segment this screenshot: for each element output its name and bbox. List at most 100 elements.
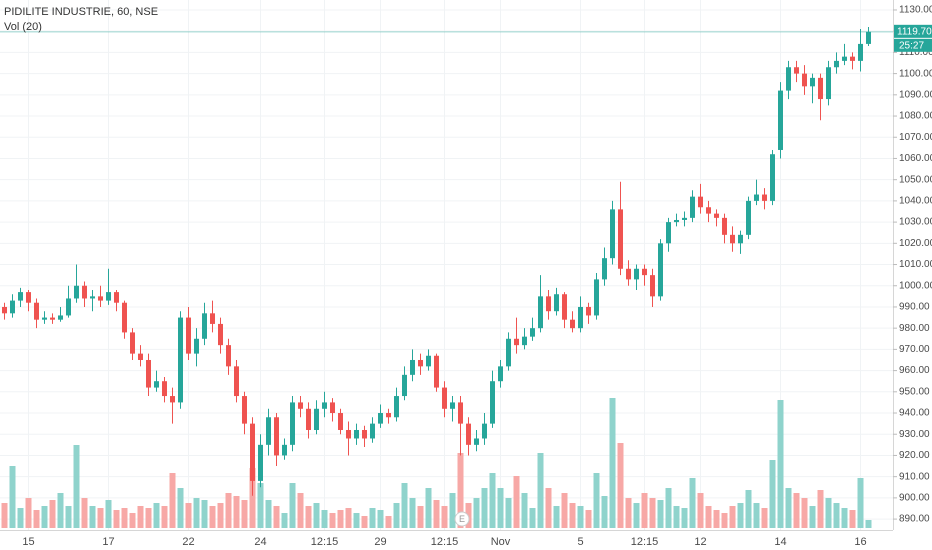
candle-body [794, 67, 799, 74]
volume-bar [377, 510, 384, 528]
volume-bar [145, 508, 152, 528]
y-tick-label: 940.00 [899, 408, 930, 419]
candle-body [594, 279, 599, 316]
candle-body [730, 234, 735, 244]
x-tick-label: 14 [774, 536, 786, 548]
x-tick-label: 16 [854, 536, 866, 548]
candle-body [322, 402, 327, 409]
volume-bar [481, 488, 488, 528]
volume-bar [193, 498, 200, 528]
candle-body [578, 306, 583, 329]
candle-body [202, 313, 207, 339]
volume-bar [329, 513, 336, 528]
candle-body [2, 306, 7, 314]
candle-body [114, 292, 119, 303]
x-tick-label: 15 [22, 536, 34, 548]
volume-bar [737, 503, 744, 528]
last-price-label: 1119.70 [897, 26, 932, 37]
candle-body [626, 268, 631, 280]
y-tick-label: 1060.00 [899, 153, 932, 164]
y-tick-label: 990.00 [899, 302, 930, 313]
volume-bar [433, 500, 440, 528]
candle-body [554, 294, 559, 312]
candle-body [98, 296, 103, 301]
volume-bar [777, 400, 784, 528]
volume-bar [65, 506, 72, 528]
volume-bar [169, 473, 176, 528]
y-tick-label: 900.00 [899, 493, 930, 504]
volume-bar [473, 498, 480, 528]
candle-body [546, 296, 551, 312]
event-marker-circle [454, 511, 470, 527]
y-tick-label: 1130.00 [899, 5, 932, 16]
x-tick-label: 12:15 [631, 536, 659, 548]
y-tick-label: 1030.00 [899, 217, 932, 228]
volume-bar [817, 490, 824, 528]
candle-body [770, 154, 775, 201]
volume-bar [129, 513, 136, 528]
candle-body [826, 67, 831, 100]
volume-bar [425, 488, 432, 528]
volume-bar [801, 498, 808, 528]
volume-bar [793, 493, 800, 528]
volume-bar [201, 500, 208, 528]
volume-bar [1, 503, 8, 528]
volume-bar [457, 453, 464, 528]
volume-bar [809, 506, 816, 528]
candle-body [562, 294, 567, 320]
candle-body [34, 302, 39, 320]
candle-body [394, 396, 399, 418]
volume-bar [361, 516, 368, 528]
x-tick-label: 24 [254, 536, 266, 548]
volume-bar [153, 503, 160, 528]
volume-bar [633, 503, 640, 528]
x-tick-label: 22 [182, 536, 194, 548]
y-tick-label: 1020.00 [899, 238, 932, 249]
volume-bar [609, 398, 616, 528]
candle-body [306, 408, 311, 430]
candle-body [658, 243, 663, 297]
candle-body [10, 300, 15, 314]
candle-body [514, 338, 519, 346]
volume-bar [697, 493, 704, 528]
volume-bar [217, 503, 224, 528]
candle-body [354, 429, 359, 439]
candle-body [282, 444, 287, 456]
candle-body [410, 359, 415, 375]
volume-bar [545, 488, 552, 528]
candle-body [50, 317, 55, 320]
volume-bar [665, 488, 672, 528]
candle-body [522, 336, 527, 346]
volume-bar [265, 500, 272, 528]
candle-body [298, 402, 303, 409]
candle-body [834, 60, 839, 68]
volume-bar [161, 506, 168, 528]
y-tick-label: 910.00 [899, 471, 930, 482]
volume-bar [513, 476, 520, 528]
volume-bar [105, 500, 112, 528]
candle-body [818, 77, 823, 100]
volume-bar [721, 513, 728, 528]
candle-body [674, 219, 679, 223]
volume-bar [321, 510, 328, 528]
volume-bar [409, 498, 416, 528]
volume-bar [177, 488, 184, 528]
candle-body [274, 417, 279, 456]
x-tick-label: Nov [491, 536, 511, 548]
candle-body [250, 423, 255, 481]
candle-body [370, 423, 375, 439]
volume-bar [657, 500, 664, 528]
volume-bar [601, 496, 608, 528]
y-tick-label: 970.00 [899, 344, 930, 355]
y-tick-label: 1000.00 [899, 280, 932, 291]
y-tick-label: 1090.00 [899, 89, 932, 100]
candle-body [402, 374, 407, 397]
volume-bar [529, 508, 536, 528]
volume-bar [833, 503, 840, 528]
volume-bar [137, 506, 144, 528]
volume-bar [617, 443, 624, 528]
y-tick-label: 890.00 [899, 514, 930, 525]
last-price-box [894, 24, 932, 38]
y-tick-label: 920.00 [899, 450, 930, 461]
